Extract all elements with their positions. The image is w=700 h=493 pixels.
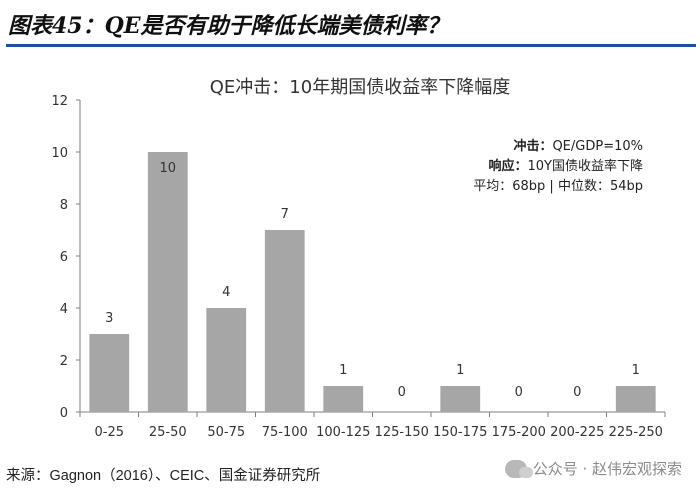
annotation-response-label: 响应： — [489, 158, 528, 174]
x-tick-label: 125-150 — [375, 425, 429, 440]
data-label: 0 — [515, 385, 523, 400]
chart-annotation: 冲击：QE/GDP=10% 响应：10Y国债收益率下降 平均：68bp | 中位… — [473, 138, 643, 194]
svg-text:响应：10Y国债收益率下降: 响应：10Y国债收益率下降 — [489, 158, 644, 174]
bar-0-25 — [89, 334, 130, 412]
x-tick-label: 25-50 — [149, 425, 187, 440]
x-tick-label: 225-250 — [609, 425, 663, 440]
y-tick-label: 12 — [51, 94, 68, 109]
data-label: 4 — [222, 285, 230, 300]
y-tick-label: 0 — [60, 406, 68, 421]
watermark: 公众号 · 赵伟宏观探索 — [504, 458, 682, 479]
title-rule — [6, 44, 696, 47]
bar-150-175 — [440, 386, 481, 412]
data-label: 3 — [105, 311, 113, 326]
x-tick-label: 200-225 — [550, 425, 604, 440]
bar-100-125 — [323, 386, 364, 412]
chart-title: QE冲击：10年期国债收益率下降幅度 — [210, 77, 510, 98]
y-tick-label: 8 — [60, 198, 68, 213]
x-tick-label: 75-100 — [262, 425, 308, 440]
x-tick-label: 100-125 — [316, 425, 370, 440]
annotation-shock-value: QE/GDP=10% — [552, 139, 643, 154]
bar-25-50 — [147, 152, 188, 412]
data-label: 7 — [281, 207, 289, 222]
data-label: 0 — [573, 385, 581, 400]
y-tick-label: 10 — [51, 146, 68, 161]
data-label: 1 — [339, 363, 347, 378]
wechat-icon — [504, 459, 533, 478]
source-note: 来源：Gagnon（2016）、CEIC、国金证券研究所 — [6, 468, 321, 484]
annotation-average-median: 平均：68bp | 中位数：54bp — [473, 179, 643, 194]
x-tick-label: 150-175 — [433, 425, 487, 440]
watermark-text: 公众号 · 赵伟宏观探索 — [532, 460, 682, 478]
bar-75-100 — [264, 230, 305, 412]
data-label: 1 — [632, 363, 640, 378]
y-tick-label: 6 — [60, 250, 68, 265]
annotation-response-value: 10Y国债收益率下降 — [528, 158, 643, 174]
figure-title: 图表45：QE是否有助于降低长端美债利率？ — [8, 13, 449, 39]
bar-50-75 — [206, 308, 247, 412]
y-tick-label: 4 — [60, 302, 68, 317]
annotation-shock-label: 冲击： — [513, 138, 552, 154]
x-tick-label: 0-25 — [94, 425, 124, 440]
chart-bars — [89, 152, 656, 412]
y-tick-label: 2 — [60, 354, 68, 369]
x-tick-label: 175-200 — [492, 425, 546, 440]
x-tick-label: 50-75 — [207, 425, 245, 440]
bar-225-250 — [615, 386, 656, 412]
data-label: 0 — [398, 385, 406, 400]
data-label: 10 — [159, 161, 176, 176]
data-label: 1 — [456, 363, 464, 378]
svg-text:冲击：QE/GDP=10%: 冲击：QE/GDP=10% — [513, 138, 643, 154]
